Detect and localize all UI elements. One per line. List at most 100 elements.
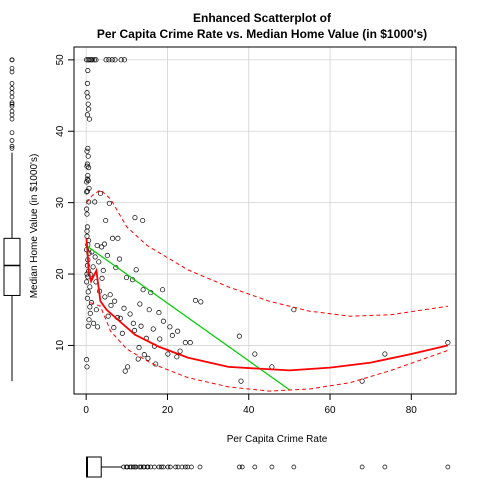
y-box-outlier — [9, 143, 15, 149]
data-point — [94, 242, 100, 249]
data-point — [91, 57, 97, 63]
data-point — [119, 330, 125, 336]
data-point — [97, 190, 103, 196]
x-box-outlier — [237, 464, 242, 470]
x-box-outlier — [133, 464, 139, 470]
data-point — [95, 324, 101, 330]
data-point — [106, 57, 112, 63]
data-point — [93, 307, 99, 313]
data-point — [112, 298, 118, 304]
x-axis-label: Per Capita Crime Rate — [227, 434, 328, 445]
data-point — [84, 163, 90, 169]
data-point — [116, 256, 123, 262]
y-tick-label: 50 — [55, 54, 66, 66]
data-point — [100, 267, 106, 274]
data-point — [84, 161, 90, 167]
y-box-outlier — [9, 146, 15, 151]
data-point — [86, 57, 92, 63]
data-point — [84, 176, 90, 182]
x-box-outlier — [182, 464, 188, 470]
x-box-outlier — [197, 464, 203, 470]
data-point — [84, 90, 90, 96]
data-point — [238, 378, 244, 384]
data-points — [84, 57, 451, 384]
x-box-outlier — [239, 464, 245, 470]
x-box-outlier — [165, 464, 171, 470]
data-point — [132, 215, 138, 221]
plot-frame — [73, 46, 457, 395]
data-point — [123, 275, 129, 281]
data-point — [103, 57, 109, 63]
y-box-outlier — [9, 86, 15, 91]
data-point — [86, 165, 92, 171]
data-point — [135, 356, 141, 362]
data-point — [127, 311, 133, 317]
data-point — [84, 211, 90, 217]
data-point — [84, 179, 90, 185]
x-tick-label: 80 — [406, 405, 418, 416]
data-point — [252, 351, 258, 357]
x-tick-label: 20 — [162, 405, 174, 416]
y-axis-ticks: 10 20 30 40 50 — [55, 54, 74, 351]
data-point — [291, 307, 297, 313]
data-point — [85, 289, 91, 295]
data-point — [84, 189, 90, 195]
data-point — [85, 94, 91, 100]
data-point — [169, 332, 175, 339]
data-point — [160, 287, 166, 293]
y-box-outlier — [9, 100, 15, 106]
data-point — [192, 297, 199, 304]
data-point — [137, 301, 143, 307]
data-point — [108, 302, 114, 309]
x-box-outlier — [291, 464, 297, 470]
data-point — [187, 340, 193, 346]
data-point — [132, 327, 138, 334]
y-box-outlier — [9, 66, 15, 71]
x-box-outlier — [152, 464, 157, 470]
data-point — [122, 368, 128, 374]
data-point — [130, 320, 136, 326]
fit-lines — [85, 189, 449, 392]
data-point — [177, 348, 183, 354]
y-tick-label: 10 — [55, 339, 66, 351]
data-point — [99, 275, 105, 281]
data-point — [102, 294, 108, 300]
data-point — [84, 279, 90, 285]
y-axis-label: Median Home Value (in $1000's) — [29, 154, 40, 299]
data-point — [101, 241, 108, 247]
y-box-outlier — [9, 138, 15, 143]
chart-subtitle: Per Capita Crime Rate vs. Median Home Va… — [97, 27, 427, 41]
y-box-outlier — [9, 57, 15, 63]
x-box-outlier — [179, 464, 185, 470]
data-point — [115, 235, 121, 241]
data-point — [141, 352, 147, 358]
data-point — [236, 333, 242, 339]
data-point — [84, 228, 90, 234]
data-point — [165, 351, 171, 357]
x-box-outlier — [189, 464, 194, 470]
data-point — [198, 299, 204, 305]
data-point — [182, 340, 188, 346]
data-point — [99, 244, 105, 250]
chart-title: Enhanced Scatterplot of — [193, 11, 332, 25]
data-point — [86, 106, 92, 112]
data-point — [167, 324, 173, 330]
data-point — [156, 310, 162, 316]
data-point — [150, 326, 156, 332]
data-point — [175, 328, 181, 334]
data-point — [157, 336, 163, 342]
data-point — [87, 310, 93, 316]
data-point — [84, 112, 90, 118]
data-point — [85, 323, 91, 329]
x-box-outlier — [130, 464, 136, 470]
y-box-outlier — [9, 81, 15, 86]
data-point — [87, 284, 93, 290]
data-point — [445, 340, 451, 346]
data-point — [174, 354, 180, 360]
data-point — [84, 206, 90, 212]
data-point — [85, 145, 91, 151]
x-axis-ticks: 0 20 40 60 80 — [83, 394, 417, 416]
data-point — [117, 315, 123, 321]
data-point — [359, 378, 365, 384]
